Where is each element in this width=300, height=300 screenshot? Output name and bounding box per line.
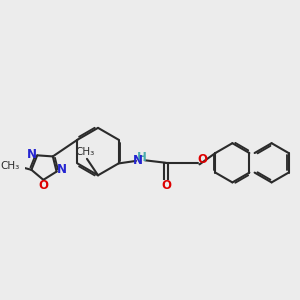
Text: CH₃: CH₃ (1, 161, 20, 171)
Text: H: H (137, 151, 147, 164)
Text: N: N (27, 148, 37, 161)
Text: O: O (197, 152, 207, 166)
Text: N: N (133, 154, 142, 167)
Text: O: O (38, 179, 48, 192)
Text: N: N (57, 163, 67, 176)
Text: O: O (161, 179, 171, 192)
Text: CH₃: CH₃ (76, 147, 95, 157)
